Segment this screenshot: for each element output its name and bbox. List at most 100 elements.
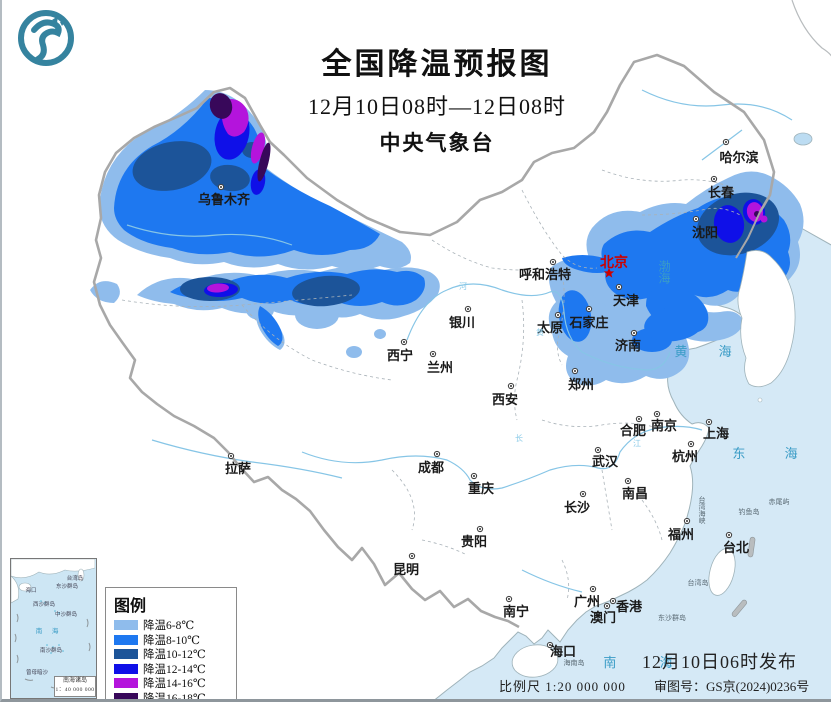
legend-item: 降温14-16℃ (114, 676, 230, 691)
city-label: 重庆 (468, 481, 494, 496)
inset-caption-scale: 1：40 000 000 (55, 687, 95, 693)
city-dot-center (557, 314, 559, 316)
city-label: 广州 (574, 594, 600, 609)
city-dot-center (612, 600, 614, 602)
city-dot-center (728, 534, 730, 536)
city-label: 太原 (536, 320, 563, 335)
city-dot-center (695, 218, 697, 220)
city-福州: 福州 (667, 517, 694, 542)
city-dot-center (411, 555, 413, 557)
legend-title: 图例 (114, 598, 147, 615)
city-长春: 长春 (708, 175, 735, 200)
city-南宁: 南宁 (503, 595, 529, 619)
page-title: 全国降温预报图 (321, 48, 553, 81)
inset-caption-title: 南海诸岛 (62, 678, 87, 684)
legend-item: 降温6-8℃ (114, 618, 230, 633)
sea-label: 海南岛 (564, 658, 585, 667)
title-block: 全国降温预报图 12月10日08时—12日08时 中央气象台 (252, 48, 622, 157)
legend-item: 降温12-14℃ (114, 662, 230, 677)
city-label: 贵阳 (461, 534, 487, 549)
city-合肥: 合肥 (620, 415, 646, 438)
legend-swatch (114, 663, 138, 674)
publish-time: 12月10日06时发布 (642, 652, 797, 672)
city-dot-center (633, 332, 635, 334)
city-香港: 香港 (609, 597, 643, 614)
city-dot-center (510, 385, 512, 387)
legend-swatch (114, 692, 138, 699)
city-贵阳: 贵阳 (461, 525, 487, 549)
korea-peninsula (737, 250, 796, 403)
inset-label: 南沙群岛 (39, 648, 63, 654)
city-沈阳: 沈阳 (692, 215, 718, 240)
city-label: 合肥 (620, 423, 646, 438)
city-拉萨: 拉萨 (225, 452, 251, 476)
city-dot-center (230, 455, 232, 457)
city-label: 呼和浩特 (519, 267, 571, 282)
cma-logo (18, 10, 74, 66)
legend-items: 降温6-8℃ 降温8-10℃ 降温10-12℃ 降温12-14℃ 降温14-16℃ 降温1… (114, 618, 230, 699)
legend-label: 降温10-12℃ (143, 649, 206, 662)
city-兰州: 兰州 (427, 350, 453, 375)
city-dot-center (627, 480, 629, 482)
city-label: 西安 (492, 392, 518, 407)
inset-label: 南 海 (35, 628, 63, 635)
city-label: 澳门 (590, 610, 616, 625)
city-郑州: 郑州 (568, 367, 594, 392)
rivers (126, 89, 793, 593)
city-dot-center (638, 418, 640, 420)
city-label: 北京 (600, 254, 628, 271)
city-南昌: 南昌 (622, 477, 648, 501)
city-dot-center (473, 475, 475, 477)
city-label: 银川 (449, 315, 475, 330)
city-label: 香港 (615, 599, 643, 614)
city-dot-center (606, 605, 608, 607)
city-海口: 海口 (546, 641, 576, 659)
city-label: 兰州 (427, 360, 453, 375)
city-label: 上海 (703, 426, 729, 441)
forecast-period: 12月10日08时—12日08时 (307, 94, 566, 119)
city-dot-center (549, 644, 551, 646)
city-label: 南宁 (503, 604, 529, 619)
inset-label: 海口 (25, 588, 37, 594)
city-label: 昆明 (393, 562, 419, 577)
inset-label: 曾母暗沙 (25, 670, 49, 676)
national-border (92, 0, 831, 629)
sea-label: 赤尾屿 (769, 497, 790, 506)
city-西宁: 西宁 (387, 338, 413, 363)
city-重庆: 重庆 (468, 472, 494, 496)
city-广州: 广州 (574, 585, 600, 609)
map-scale: 比例尺 1:20 000 000 (499, 679, 626, 694)
taiwan-island (708, 548, 736, 596)
legend-label: 降温12-14℃ (143, 663, 206, 676)
city-dot-center (220, 186, 222, 188)
city-label: 济南 (615, 338, 641, 353)
city-台北: 台北 (723, 531, 749, 555)
city-哈尔滨: 哈尔滨 (719, 138, 759, 165)
city-label: 南昌 (622, 486, 648, 501)
inset-label: 西沙群岛 (32, 602, 56, 608)
sea-label: 钓鱼岛 (739, 507, 760, 516)
city-label: 哈尔滨 (719, 150, 758, 165)
inset-label: 台湾岛 (66, 576, 84, 582)
city-label: 沈阳 (692, 225, 718, 240)
city-北京: 北京 (600, 254, 628, 278)
inset-caption: 南海诸岛 1：40 000 000 (54, 676, 96, 697)
sea-label: 台湾岛 (688, 578, 709, 587)
city-label: 石家庄 (568, 315, 608, 330)
city-dot-center (708, 421, 710, 423)
city-label: 西宁 (387, 348, 413, 363)
inset-label: 中沙群岛 (54, 612, 78, 618)
city-label: 拉萨 (225, 461, 251, 476)
hainan-island (511, 644, 559, 678)
agency-name: 中央气象台 (379, 131, 495, 155)
inset-label: 东沙群岛 (55, 584, 79, 590)
city-dot-center (552, 261, 554, 263)
city-太原: 太原 (536, 311, 563, 335)
city-杭州: 杭州 (672, 440, 698, 464)
city-dot-center (403, 341, 405, 343)
sea-label: 东沙群岛 (658, 613, 686, 622)
city-成都: 成都 (418, 450, 444, 475)
legend-item: 降温16-18℃ (114, 691, 230, 699)
city-南京: 南京 (651, 410, 677, 433)
